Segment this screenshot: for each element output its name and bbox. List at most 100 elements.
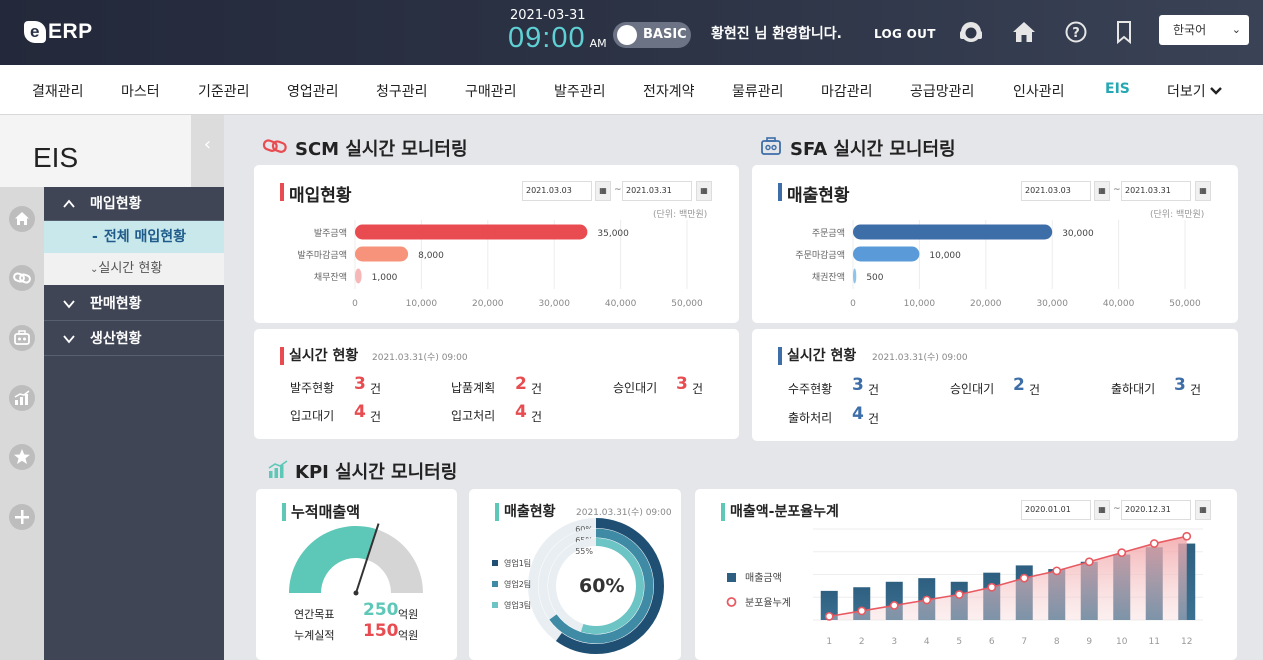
sidebar-item-all-purchase[interactable]: - 전체 매입현황: [44, 221, 224, 253]
stat-label: 납품계획: [451, 381, 496, 395]
link-icon[interactable]: [8, 264, 36, 292]
stat-value[interactable]: 2: [515, 374, 527, 394]
stat-value[interactable]: 3: [676, 374, 688, 394]
stat-value[interactable]: 3: [852, 375, 864, 395]
date-to-input[interactable]: 2021.03.31: [1121, 181, 1191, 201]
menu-item-approval[interactable]: 결재관리: [32, 84, 84, 100]
calendar-icon[interactable]: ▦: [1195, 500, 1211, 520]
stat-value[interactable]: 3: [354, 374, 366, 394]
legend-label: 영업2팀: [504, 579, 531, 589]
x-tick-label: 50,000: [671, 299, 703, 309]
current-date: 2021-03-31: [510, 8, 586, 23]
mode-toggle[interactable]: BASIC: [613, 22, 691, 48]
data-label: 30,000: [1062, 229, 1094, 239]
erp-logo[interactable]: e ERP: [24, 20, 93, 44]
menu-item-closing[interactable]: 마감관리: [821, 84, 873, 100]
menu-item-hr[interactable]: 인사관리: [1013, 84, 1065, 100]
date-from-input[interactable]: 2021.03.03: [1021, 181, 1091, 201]
menu-item-eis[interactable]: EIS: [1105, 81, 1130, 97]
scm-chart-card: 매입현황 2021.03.03 ▦ ~ 2021.03.31 ▦ (단위: 백만…: [254, 165, 739, 323]
x-tick-label: 10,000: [904, 299, 936, 309]
bar: [355, 224, 588, 240]
bar: [853, 224, 1053, 240]
sidebar-group-label: 생산현황: [90, 331, 142, 347]
sidebar-collapse-button[interactable]: ‹: [191, 115, 224, 187]
menu-item-master[interactable]: 마스터: [121, 84, 160, 100]
target-label: 연간목표: [294, 608, 335, 621]
ring-segment: [548, 538, 644, 634]
sidebar-item-realtime[interactable]: ⌄실시간 현황: [44, 253, 224, 285]
stat-unit: 건: [531, 410, 543, 424]
menu-item-purchase[interactable]: 구매관리: [465, 84, 517, 100]
x-tick-label: 20,000: [970, 299, 1002, 309]
calendar-icon[interactable]: ▦: [1094, 500, 1110, 520]
help-icon[interactable]: ?: [1063, 19, 1089, 45]
sfa-chart-card: 매출현황 2021.03.03 ▦ ~ 2021.03.31 ▦ (단위: 백만…: [752, 165, 1238, 323]
menu-item-scm[interactable]: 공급망관리: [910, 84, 975, 100]
bar: [853, 246, 920, 262]
language-select[interactable]: 한국어 ⌄: [1159, 15, 1249, 45]
menu-item-standard[interactable]: 기준관리: [198, 84, 250, 100]
category-label: 발주금액: [314, 227, 347, 239]
stat-value[interactable]: 2: [1013, 375, 1025, 395]
calendar-icon[interactable]: ▦: [1094, 181, 1110, 201]
language-value: 한국어: [1173, 23, 1207, 37]
category-label: 주문마감금액: [795, 249, 845, 261]
data-label: 35,000: [597, 229, 629, 239]
bar: [853, 268, 857, 284]
legend-swatch: [726, 597, 737, 607]
line-point: [1052, 566, 1062, 576]
line-point: [1019, 573, 1029, 583]
stat-value[interactable]: 4: [354, 402, 366, 422]
date-from-input[interactable]: 2021.03.03: [522, 181, 592, 201]
x-tick-label: 0: [850, 299, 856, 309]
legend-swatch: [492, 581, 498, 587]
menu-item-order[interactable]: 발주관리: [554, 84, 606, 100]
chevron-down-icon: ⌄: [90, 264, 99, 275]
menu-item-contract[interactable]: 전자계약: [643, 84, 695, 100]
sidebar-group-label: 판매현황: [90, 296, 142, 312]
date-to-input[interactable]: 2020.12.31: [1121, 500, 1191, 520]
calendar-icon[interactable]: ▦: [595, 181, 611, 201]
stat-label: 승인대기: [613, 381, 658, 395]
calendar-icon[interactable]: ▦: [1195, 181, 1211, 201]
range-separator: ~: [614, 185, 622, 195]
data-label: 8,000: [418, 251, 444, 261]
line-point: [824, 611, 834, 621]
briefcase-icon[interactable]: [8, 324, 36, 352]
x-tick-label: 20,000: [472, 299, 504, 309]
chevron-down-icon: [63, 300, 75, 309]
chart-icon: [268, 460, 288, 478]
calendar-icon[interactable]: ▦: [696, 181, 712, 201]
stat-value[interactable]: 4: [515, 402, 527, 422]
unit-label: (단위: 백만원): [1150, 210, 1205, 220]
menu-item-more[interactable]: 더보기: [1167, 81, 1223, 101]
sidebar-subnav: 매입현황 - 전체 매입현황 ⌄실시간 현황 판매현황 생산현황: [44, 187, 224, 660]
sidebar-group-production[interactable]: 생산현황: [44, 322, 224, 356]
menu-item-billing[interactable]: 청구관리: [376, 84, 428, 100]
sidebar-group-purchase[interactable]: 매입현황: [44, 187, 224, 221]
sidebar-icon-strip: [0, 187, 44, 660]
star-icon[interactable]: [8, 443, 36, 471]
stat-unit: 건: [1029, 383, 1041, 397]
home-icon[interactable]: [1011, 19, 1037, 45]
plus-icon[interactable]: [8, 503, 36, 531]
data-label: 500: [866, 273, 883, 283]
menu-item-sales[interactable]: 영업관리: [287, 84, 339, 100]
menu-item-logistics[interactable]: 물류관리: [732, 84, 784, 100]
stat-value[interactable]: 3: [1174, 375, 1186, 395]
legend-label: 영업3팀: [504, 600, 531, 610]
chart-icon[interactable]: [8, 384, 36, 412]
stat-value[interactable]: 4: [852, 404, 864, 424]
home-icon[interactable]: [8, 205, 36, 233]
ring-value-label: 60%: [575, 525, 593, 534]
sidebar-group-sales[interactable]: 판매현황: [44, 287, 224, 321]
date-from-input[interactable]: 2020.01.01: [1021, 500, 1091, 520]
logout-link[interactable]: LOG OUT: [874, 27, 936, 41]
bookmark-icon[interactable]: [1111, 19, 1137, 45]
main-menu: 결재관리 마스터 기준관리 영업관리 청구관리 구매관리 발주관리 전자계약 물…: [0, 65, 1263, 115]
headset-icon[interactable]: [958, 19, 984, 45]
date-to-input[interactable]: 2021.03.31: [622, 181, 692, 201]
